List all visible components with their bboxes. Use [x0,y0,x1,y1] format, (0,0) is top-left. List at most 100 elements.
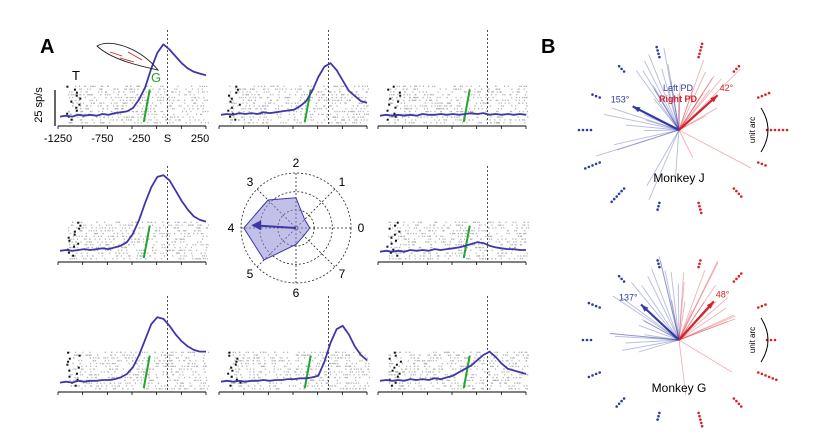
raster-tick [77,354,79,356]
raster-tick [263,105,265,107]
raster-tick [317,385,319,387]
raster-tick [446,116,448,118]
raster-tick [436,376,438,379]
raster-tick [169,249,171,251]
raster-tick [73,357,75,359]
raster-tick [520,376,522,379]
raster-tick [504,99,506,101]
pd-dot [615,195,618,198]
raster-tick [493,357,496,359]
psth-curve [59,174,207,252]
raster-tick [430,382,432,384]
raster-tick [113,113,116,115]
raster-tick [181,224,183,226]
raster-tick [525,360,527,362]
raster-tick [504,119,506,121]
raster-tick [430,122,432,124]
raster-tick [187,232,189,235]
raster-tick [403,385,405,387]
raster-tick [499,88,501,90]
raster-tick [348,119,350,121]
raster-tick [75,379,77,381]
raster-tick [125,382,127,384]
raster-tick [69,122,71,124]
raster-tick [359,102,361,104]
raster-tick [324,374,326,376]
raster-tick [300,110,302,113]
raster-tick [168,224,170,226]
raster-tick [288,360,290,362]
raster-tick [169,122,171,124]
raster-tick [238,119,240,121]
raster-tick [337,357,339,359]
raster-tick [232,102,234,104]
raster-tick [79,119,81,121]
raster-tick [421,371,424,373]
raster-tick [451,382,453,384]
raster-tick [180,382,182,384]
raster-tick [131,357,133,359]
target-onset-tick [67,251,70,254]
raster-tick [345,374,347,376]
raster-tick [427,235,429,237]
raster-tick [170,354,173,356]
raster-tick [185,255,187,257]
raster-tick [122,368,124,370]
raster-tick [273,85,275,87]
x-tick-label: S [164,133,171,145]
raster-tick [136,368,138,370]
raster-tick [207,224,209,226]
raster-tick [356,113,358,115]
raster-tick [419,376,421,379]
raster-tick [74,232,76,235]
raster-tick [140,235,142,237]
raster-tick [185,388,187,390]
raster-tick [263,116,265,118]
raster-tick [429,230,431,232]
raster-tick [100,102,102,104]
raster-tick [482,388,484,390]
raster-tick [496,376,498,379]
raster-tick [403,221,405,223]
raster-tick [515,249,517,251]
raster-tick [436,122,438,124]
raster-tick [323,99,325,101]
raster-tick [180,232,182,235]
raster-tick [235,376,237,379]
raster-tick [175,91,177,93]
target-onset-tick [79,224,82,227]
raster-tick [232,354,234,356]
raster-tick [345,354,348,356]
raster-tick [499,255,501,257]
raster-tick [107,85,109,87]
raster-tick [189,385,191,387]
raster-tick [520,255,522,257]
raster-tick [257,94,259,96]
raster-tick [156,241,158,243]
raster-tick [182,374,184,376]
raster-tick [502,105,504,107]
raster-tick [505,382,508,384]
raster-tick [509,119,511,121]
psth-curve [379,241,526,253]
raster-tick [178,258,180,260]
raster-tick [474,108,476,110]
pd-dot [617,274,621,278]
raster-tick [503,255,505,257]
raster-tick [449,102,451,104]
raster-tick [416,96,418,99]
raster-tick [155,388,157,390]
raster-tick [284,96,286,99]
raster-tick [287,108,289,110]
pd-dot [732,397,736,400]
raster-tick [330,374,332,376]
raster-tick [314,385,316,387]
raster-tick [481,382,483,384]
polar-direction-label: 4 [228,221,235,235]
raster-tick [450,385,452,387]
raster-tick [190,249,192,251]
raster-tick [166,232,168,235]
raster-tick [137,122,139,124]
raster-tick [89,88,91,90]
raster-tick [506,230,508,232]
